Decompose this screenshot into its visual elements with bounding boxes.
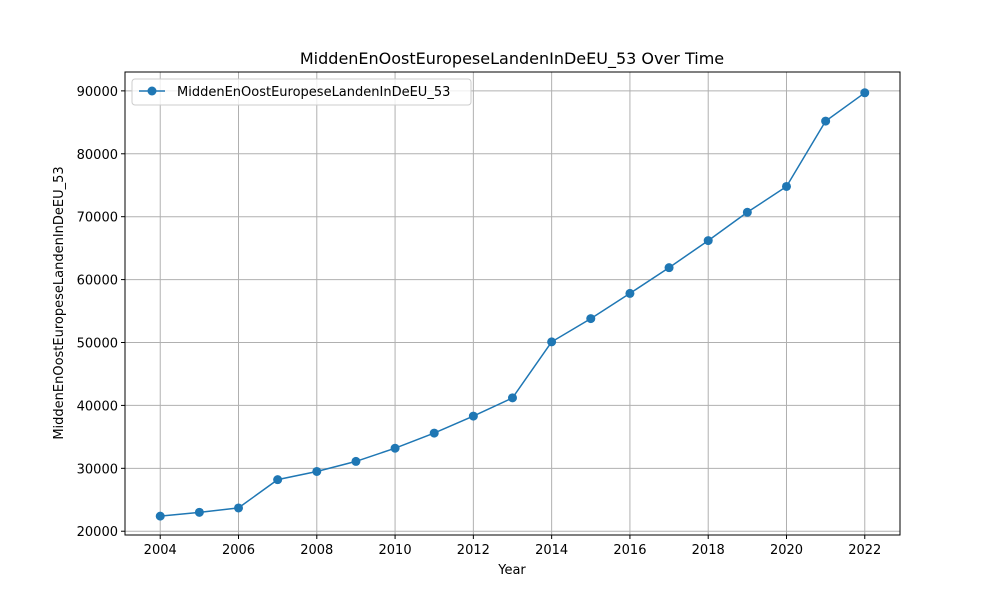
- y-tick-label: 40000: [77, 399, 118, 414]
- data-point: [625, 288, 635, 298]
- data-point: [664, 263, 674, 273]
- data-point: [194, 507, 204, 517]
- data-point: [781, 181, 791, 191]
- x-axis-label: Year: [497, 563, 526, 578]
- y-tick-label: 80000: [77, 148, 118, 163]
- data-point: [508, 393, 517, 403]
- data-point: [703, 236, 713, 246]
- data-point: [312, 466, 322, 476]
- y-tick-label: 20000: [77, 525, 118, 540]
- series-line: [160, 92, 866, 517]
- x-axis: 2004 2006 2008 2010 2012 2014 2016 2018 2020 2022: [144, 535, 881, 558]
- data-point: [468, 411, 478, 421]
- series-layer: [155, 88, 870, 521]
- chart-title: MiddenEnOostEuropeseLandenInDeEU_53 Over…: [300, 49, 724, 69]
- data-point: [390, 443, 400, 453]
- y-axis-label: MiddenEnOostEuropeseLandenInDeEU_53: [52, 166, 67, 439]
- x-tick-label: 2016: [613, 543, 646, 558]
- x-tick-label: 2004: [144, 543, 177, 558]
- y-tick-label: 90000: [77, 85, 118, 100]
- data-point: [547, 337, 557, 347]
- x-tick-label: 2018: [692, 543, 725, 558]
- data-point: [860, 88, 870, 98]
- grid: [125, 72, 900, 535]
- data-point: [273, 475, 283, 485]
- x-tick-label: 2008: [300, 543, 333, 558]
- x-tick-label: 2006: [222, 543, 255, 558]
- data-point: [429, 428, 439, 438]
- data-point: [234, 503, 244, 513]
- legend-box: [131, 78, 472, 106]
- data-point: [351, 456, 361, 466]
- data-point: [742, 207, 752, 217]
- x-tick-label: 2022: [848, 543, 881, 558]
- y-axis: 20000 30000 40000 50000 60000 70000 80000 90000: [77, 85, 125, 540]
- legend: MiddenEnOostEuropeseLandenInDeEU_53: [131, 78, 472, 106]
- data-point: [586, 314, 596, 324]
- x-tick-label: 2014: [535, 543, 568, 558]
- legend-marker-swatch: [147, 86, 157, 96]
- x-tick-label: 2012: [457, 543, 490, 558]
- x-tick-label: 2010: [379, 543, 412, 558]
- legend-label: MiddenEnOostEuropeseLandenInDeEU_53: [177, 85, 450, 100]
- data-point: [155, 511, 165, 521]
- y-tick-label: 50000: [77, 337, 118, 352]
- x-tick-label: 2020: [770, 543, 803, 558]
- data-point: [821, 116, 831, 126]
- plot-area-frame: [124, 71, 901, 536]
- y-tick-label: 60000: [77, 274, 118, 289]
- y-tick-label: 70000: [77, 211, 118, 226]
- y-tick-label: 30000: [77, 462, 118, 477]
